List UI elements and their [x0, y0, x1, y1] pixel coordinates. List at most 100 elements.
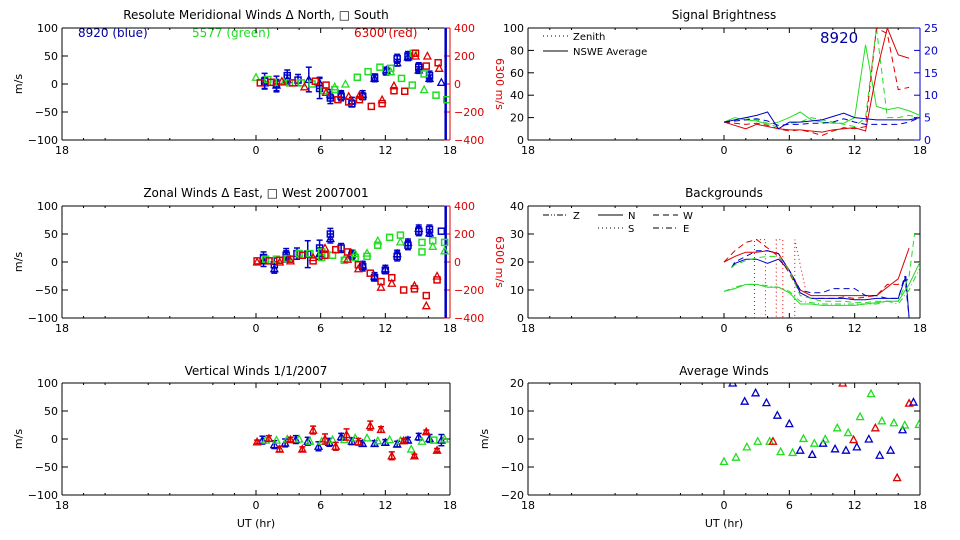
vertical-xlabel: UT (hr) — [237, 517, 275, 530]
triangle-marker — [841, 445, 851, 454]
triangle-marker — [365, 420, 375, 430]
brightness-ytick-label: 100 — [503, 22, 524, 35]
triangle-marker — [414, 223, 424, 233]
triangle-marker — [251, 72, 261, 81]
triangle-marker — [343, 254, 353, 263]
triangle-marker — [798, 433, 809, 443]
brightness-xtick-label: 0 — [721, 144, 728, 157]
legend-label: E — [683, 224, 689, 235]
zonal-ytick-label: 50 — [44, 228, 58, 241]
triangle-marker — [403, 435, 413, 444]
triangle-marker — [807, 449, 817, 459]
triangle-marker — [403, 237, 413, 247]
triangle-marker — [877, 415, 887, 425]
triangle-marker — [321, 87, 331, 97]
triangle-marker — [269, 263, 279, 273]
triangle-marker — [387, 278, 397, 287]
triangle-marker — [344, 91, 354, 100]
zonal-xtick-label: 12 — [378, 322, 392, 335]
zonal-ytick-label: 0 — [51, 256, 58, 269]
square-marker — [418, 248, 426, 256]
vertical-ytick-label: −50 — [35, 461, 58, 474]
meridional-ytick-label: 100 — [37, 22, 58, 35]
triangle-marker — [866, 388, 876, 398]
triangle-marker — [843, 427, 853, 437]
triangle-marker — [419, 84, 429, 94]
triangle-marker — [376, 424, 386, 434]
triangle-marker — [914, 419, 920, 429]
brightness-y2tick-label: 20 — [924, 44, 938, 57]
square-marker — [288, 79, 297, 87]
triangle-marker — [395, 236, 406, 246]
series-line — [753, 239, 807, 318]
triangle-marker — [406, 444, 416, 453]
square-marker — [351, 253, 359, 262]
zonal-xtick-label: 18 — [55, 322, 69, 335]
brightness-ytick-label: 60 — [510, 67, 524, 80]
series-line — [723, 239, 910, 299]
triangle-marker — [908, 397, 919, 406]
series-line — [723, 28, 910, 133]
triangle-marker — [886, 445, 896, 454]
square-marker — [422, 291, 431, 300]
square-marker — [321, 251, 329, 260]
meridional-ytick-label: −100 — [28, 134, 58, 147]
brightness-ytick-label: 20 — [510, 112, 524, 125]
zonal-ytick-label: −100 — [28, 312, 58, 325]
average-ytick-label: 10 — [510, 405, 524, 418]
series-line — [731, 258, 910, 318]
backgrounds-plot-area — [723, 233, 920, 318]
triangle-marker — [421, 300, 431, 310]
square-marker — [399, 286, 408, 294]
triangle-marker — [410, 51, 421, 60]
meridional-ytick-label: −50 — [35, 106, 58, 119]
square-marker — [433, 276, 441, 284]
meridional-ytick-label: 50 — [44, 50, 58, 63]
triangle-marker — [892, 472, 902, 482]
vertical-xtick-label: 18 — [55, 499, 69, 512]
triangle-marker — [440, 434, 450, 443]
triangle-marker — [330, 81, 340, 91]
brightness-plot-area — [723, 28, 920, 137]
triangle-marker — [353, 436, 363, 446]
meridional-xtick-label: 18 — [55, 144, 69, 157]
triangle-marker — [870, 422, 880, 432]
meridional-xtick-label: 6 — [317, 144, 324, 157]
triangle-marker — [875, 450, 885, 459]
triangle-marker — [788, 447, 798, 457]
triangle-marker — [299, 81, 310, 91]
triangle-marker — [440, 245, 450, 255]
triangle-marker — [261, 435, 271, 444]
triangle-marker — [399, 435, 409, 445]
zonal-y2label: 6300 m/s — [493, 236, 506, 288]
triangle-marker — [350, 248, 360, 258]
zonal-y2tick-label: 400 — [454, 200, 475, 213]
triangle-marker — [305, 436, 315, 445]
triangle-marker — [830, 443, 840, 453]
triangle-marker — [434, 63, 444, 72]
triangle-marker — [285, 434, 296, 444]
series-line — [723, 44, 920, 125]
zonal-xtick-label: 0 — [253, 322, 260, 335]
triangle-marker — [421, 426, 431, 436]
meridional-ytick-label: 0 — [51, 78, 58, 91]
vertical-ylabel: m/s — [12, 429, 25, 449]
vertical-ytick-label: −100 — [28, 489, 58, 502]
vertical-xtick-label: 0 — [253, 499, 260, 512]
square-marker — [422, 62, 431, 70]
backgrounds-ytick-label: 10 — [510, 284, 524, 297]
triangle-marker — [369, 73, 380, 83]
average-ytick-label: 0 — [517, 433, 524, 446]
triangle-marker — [308, 252, 318, 262]
triangle-marker — [409, 450, 420, 460]
average-panel: 18 0 6 12 18 20 10 0 −10 −20 m/s — [478, 377, 927, 512]
brightness-xtick-label: 6 — [786, 144, 793, 157]
triangle-marker — [768, 436, 778, 445]
triangle-marker — [424, 228, 435, 237]
zonal-xtick-label: 18 — [443, 322, 457, 335]
triangle-marker — [742, 441, 752, 451]
brightness-xtick-label: 18 — [913, 144, 927, 157]
triangle-marker — [373, 435, 383, 445]
